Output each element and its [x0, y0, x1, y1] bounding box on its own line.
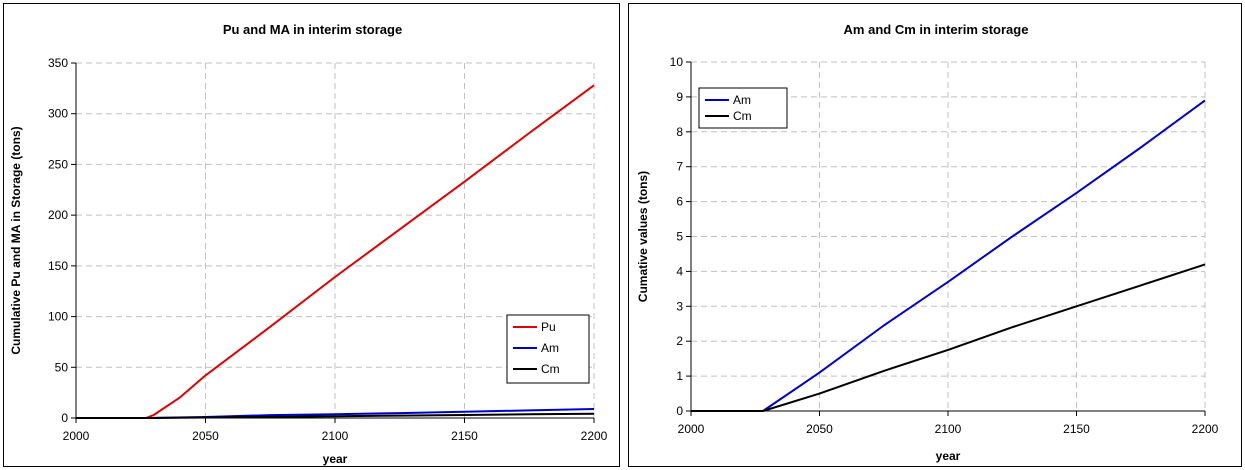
x-tick-label: 2100	[322, 429, 349, 443]
legend-label-am: Am	[733, 93, 751, 107]
series-line-pu	[76, 84, 595, 419]
x-axis-title: year	[323, 452, 348, 466]
y-tick-label: 6	[676, 195, 683, 209]
x-tick-label: 2150	[1063, 422, 1090, 436]
x-tick-label: 2050	[806, 422, 833, 436]
x-tick-label: 2050	[192, 429, 219, 443]
y-tick-label: 3	[676, 299, 683, 313]
y-tick-label: 50	[55, 360, 69, 374]
legend-label-cm: Cm	[541, 362, 560, 376]
y-tick-label: 250	[48, 157, 68, 171]
y-tick-label: 0	[676, 404, 683, 418]
y-tick-label: 200	[48, 208, 68, 222]
x-axis-title: year	[936, 449, 961, 463]
y-tick-label: 0	[61, 411, 68, 425]
x-tick-label: 2100	[935, 422, 962, 436]
legend: Am Cm	[698, 87, 788, 129]
y-axis-title: Cumative values (tons)	[636, 171, 650, 302]
y-tick-label: 2	[676, 334, 683, 348]
series-line-cm	[76, 412, 595, 419]
y-tick-label: 1	[676, 369, 683, 383]
legend-label-cm: Cm	[733, 109, 752, 123]
chart-panel-pu-ma: Pu and MA in interim storage 0 50 100 150 200…	[3, 3, 620, 467]
chart-am-cm-svg: Am and Cm in interim storage 0 1 2 3 4 5 6 7 8 9 10…	[636, 22, 1219, 463]
y-tick-label: 9	[676, 90, 683, 104]
chart-title: Pu and MA in interim storage	[223, 22, 402, 37]
x-tick-label: 2150	[451, 429, 478, 443]
legend-label-am: Am	[541, 341, 559, 355]
y-tick-label: 4	[676, 264, 683, 278]
legend: Pu Am Cm	[506, 314, 590, 384]
legend-box	[698, 87, 788, 129]
y-tick-label: 5	[676, 230, 683, 244]
y-tick-label: 300	[48, 107, 68, 121]
y-tick-label: 10	[670, 55, 684, 69]
series-line-cm	[691, 263, 1206, 412]
chart-panel-am-cm: Am and Cm in interim storage 0 1 2 3 4 5 6 7 8 9 10…	[628, 3, 1242, 467]
x-tick-label: 2200	[581, 429, 608, 443]
chart-title: Am and Cm in interim storage	[844, 22, 1029, 37]
y-axis-title: Cumulative Pu and MA in Storage (tons)	[9, 126, 23, 354]
legend-label-pu: Pu	[541, 320, 556, 334]
y-tick-label: 150	[48, 259, 68, 273]
x-tick-label: 2000	[678, 422, 705, 436]
y-tick-label: 7	[676, 160, 683, 174]
chart-pu-ma-svg: Pu and MA in interim storage 0 50 100 150 200…	[9, 22, 608, 466]
x-tick-label: 2000	[63, 429, 90, 443]
series-line-am	[691, 99, 1206, 412]
y-tick-label: 100	[48, 310, 68, 324]
y-tick-label: 350	[48, 56, 68, 70]
y-tick-label: 8	[676, 125, 683, 139]
x-tick-label: 2200	[1192, 422, 1219, 436]
